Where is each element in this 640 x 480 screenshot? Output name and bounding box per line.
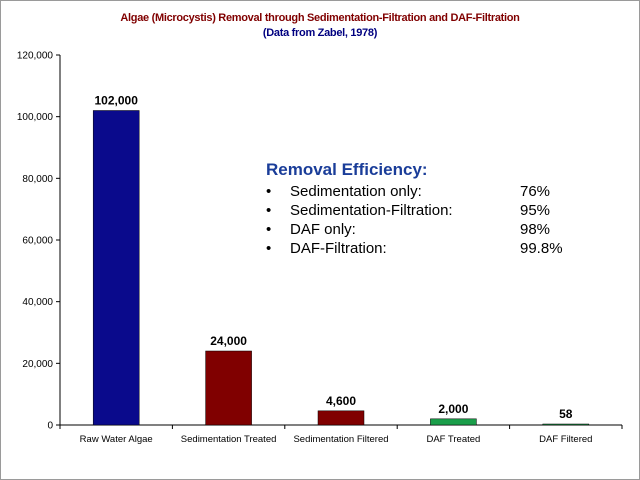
x-tick-label: Sedimentation Filtered — [293, 434, 388, 445]
bullet: • — [266, 221, 272, 238]
efficiency-value: 95% — [520, 202, 551, 219]
bullet: • — [266, 183, 272, 200]
y-tick-label: 80,000 — [22, 174, 53, 185]
x-tick-label: DAF Filtered — [539, 434, 592, 445]
y-tick-label: 100,000 — [17, 112, 54, 123]
y-tick-label: 60,000 — [22, 236, 53, 247]
x-tick-label: Sedimentation Treated — [181, 434, 277, 445]
data-label: 4,600 — [326, 394, 356, 408]
efficiency-value: 98% — [520, 221, 551, 238]
bullet: • — [266, 202, 272, 219]
efficiency-row: • Sedimentation only: 76% — [266, 182, 606, 201]
bar — [542, 423, 590, 426]
bar — [317, 410, 365, 426]
y-tick-label: 20,000 — [22, 359, 53, 370]
y-tick-label: 120,000 — [17, 51, 54, 62]
data-label: 58 — [559, 407, 573, 421]
efficiency-label: Sedimentation only: — [290, 183, 422, 200]
x-tick-label: Raw Water Algae — [80, 434, 153, 445]
efficiency-value: 76% — [520, 183, 551, 200]
efficiency-value: 99.8% — [520, 240, 563, 257]
chart-subtitle: (Data from Zabel, 1978) — [262, 27, 378, 39]
bar — [430, 418, 477, 426]
bullet: • — [266, 240, 272, 257]
bar — [205, 350, 252, 426]
chart-title: Algae (Microcystis) Removal through Sedi… — [120, 12, 520, 24]
x-tick-label: DAF Treated — [426, 434, 480, 445]
bar — [92, 110, 140, 426]
data-label: 102,000 — [95, 94, 139, 108]
y-tick-label: 0 — [47, 421, 53, 432]
efficiency-row: • Sedimentation-Filtration: 95% — [266, 201, 606, 220]
efficiency-row: • DAF only: 98% — [266, 220, 606, 239]
removal-efficiency-callout: Removal Efficiency: • Sedimentation only… — [262, 158, 610, 260]
y-tick-label: 40,000 — [22, 297, 53, 308]
data-label: 24,000 — [210, 334, 247, 348]
efficiency-row: • DAF-Filtration: 99.8% — [266, 239, 606, 258]
efficiency-label: Sedimentation-Filtration: — [290, 202, 453, 219]
efficiency-label: DAF-Filtration: — [290, 240, 387, 257]
efficiency-label: DAF only: — [290, 221, 356, 238]
callout-title: Removal Efficiency: — [266, 160, 428, 179]
data-label: 2,000 — [438, 402, 468, 416]
